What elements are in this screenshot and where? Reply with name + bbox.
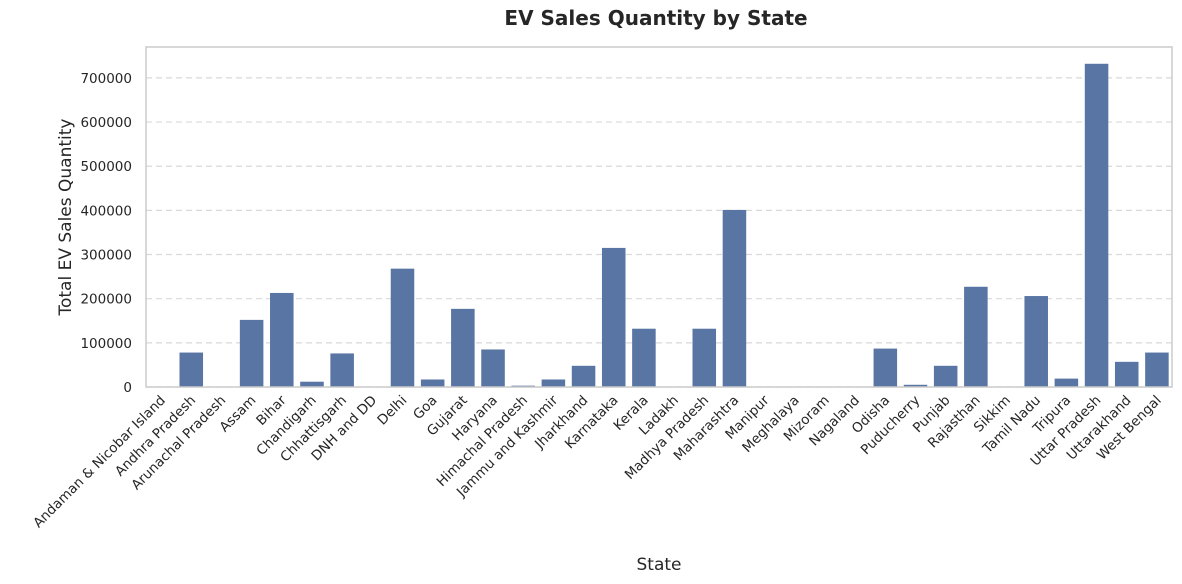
y-axis-label: Total EV Sales Quantity — [56, 119, 76, 317]
bar — [933, 365, 958, 387]
bar — [722, 209, 747, 387]
bar — [330, 353, 354, 387]
x-tick-label: Delhi — [374, 393, 410, 429]
bar — [1114, 361, 1139, 387]
bar — [1145, 352, 1169, 387]
bar — [179, 352, 204, 387]
y-tick-labels: 0 100000 200000 300000 400000 500000 600000 700… — [80, 71, 132, 396]
bars — [149, 63, 1169, 387]
plot-frame — [145, 46, 1173, 388]
bar — [601, 247, 626, 387]
bar — [1054, 378, 1079, 387]
y-tick-label: 0 — [123, 380, 132, 396]
chart-title: EV Sales Quantity by State — [504, 6, 807, 30]
bar — [903, 384, 928, 387]
x-axis-label: State — [637, 555, 682, 575]
bar — [541, 379, 566, 387]
bar — [1084, 63, 1109, 387]
bar — [632, 328, 656, 387]
y-tick-label: 100000 — [80, 336, 132, 352]
bar — [300, 381, 324, 387]
y-tick-label: 700000 — [80, 71, 132, 87]
y-tick-label: 200000 — [80, 292, 132, 308]
bar — [1024, 296, 1048, 387]
y-tick-label: 500000 — [80, 159, 132, 175]
bar — [270, 292, 294, 387]
bar — [451, 308, 475, 387]
bar — [481, 349, 505, 387]
bar — [390, 268, 415, 387]
y-tick-label: 400000 — [80, 203, 132, 219]
bar — [239, 319, 264, 387]
grid-lines — [146, 77, 1172, 388]
y-tick-label: 300000 — [80, 248, 132, 264]
bar — [964, 286, 988, 387]
bar — [420, 379, 445, 387]
bar — [692, 328, 717, 387]
bar — [571, 365, 596, 387]
y-tick-label: 600000 — [80, 115, 132, 131]
bar — [873, 348, 898, 387]
